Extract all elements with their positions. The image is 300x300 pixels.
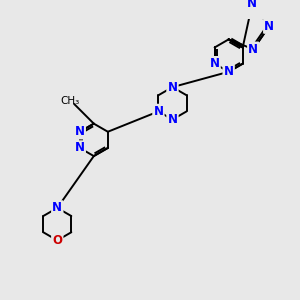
Text: N: N [167, 113, 178, 126]
Text: N: N [153, 105, 164, 118]
Text: O: O [52, 234, 62, 247]
Text: N: N [167, 81, 178, 94]
Text: N: N [248, 43, 258, 56]
Text: CH₃: CH₃ [60, 96, 80, 106]
Text: N: N [52, 201, 62, 214]
Text: N: N [75, 142, 85, 154]
Text: N: N [75, 125, 85, 138]
Text: N: N [247, 0, 257, 10]
Text: N: N [210, 57, 220, 70]
Text: N: N [264, 20, 274, 33]
Text: N: N [224, 65, 234, 78]
